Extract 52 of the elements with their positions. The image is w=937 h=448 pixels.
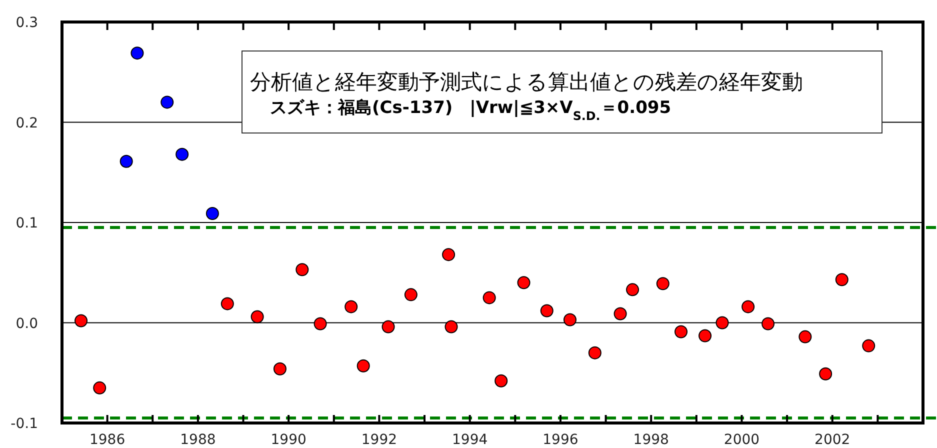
- point: [404, 288, 418, 302]
- point: [74, 314, 88, 328]
- point: [160, 96, 174, 109]
- point: [716, 316, 729, 330]
- point: [206, 206, 219, 220]
- point: [273, 362, 286, 376]
- x-tick-label: 1990: [270, 432, 306, 448]
- point: [482, 291, 496, 304]
- point: [614, 307, 627, 320]
- point: [120, 154, 133, 168]
- y-tick-label: 0.0: [16, 316, 38, 332]
- point: [674, 325, 688, 338]
- point: [698, 329, 712, 342]
- point: [862, 339, 876, 352]
- point: [130, 46, 144, 60]
- y-tick-label: -0.1: [10, 416, 38, 432]
- point: [540, 304, 554, 318]
- x-tick-label: 2000: [724, 432, 760, 448]
- x-tick-label: 2002: [814, 432, 850, 448]
- text: 分析値と経年変動予測式による算出値との残差の経年変動: [250, 70, 803, 94]
- point: [442, 248, 456, 262]
- x-tick-label: 1996: [542, 432, 578, 448]
- point: [762, 317, 775, 330]
- x-tick-label: 1992: [361, 432, 398, 448]
- x-tick-label: 1994: [452, 432, 488, 448]
- point: [517, 276, 530, 290]
- point: [93, 381, 106, 394]
- point: [382, 320, 395, 334]
- point: [444, 320, 458, 334]
- point: [494, 374, 508, 388]
- y-tick-label: 0.2: [16, 115, 38, 132]
- y-tick-label: 0.3: [16, 15, 38, 31]
- point: [296, 263, 309, 276]
- point: [314, 317, 327, 330]
- point: [344, 300, 358, 314]
- point: [588, 346, 602, 360]
- point: [250, 310, 264, 324]
- point: [356, 359, 370, 372]
- point: [656, 277, 670, 290]
- point: [626, 283, 640, 296]
- point: [220, 297, 234, 310]
- x-tick-label: 1988: [180, 432, 216, 448]
- point: [563, 313, 576, 326]
- x-tick-label: 1998: [633, 432, 669, 448]
- y-tick-label: 0.1: [16, 216, 38, 232]
- point: [819, 367, 832, 380]
- point: [798, 330, 812, 344]
- point: [742, 300, 755, 314]
- point: [176, 148, 189, 161]
- point: [835, 273, 848, 286]
- x-tick-label: 1986: [89, 432, 126, 448]
- text: スズキ：福島(Cs-137) |Vrw|≦3×V$_{S.D.}$＝0.095: [270, 98, 672, 123]
